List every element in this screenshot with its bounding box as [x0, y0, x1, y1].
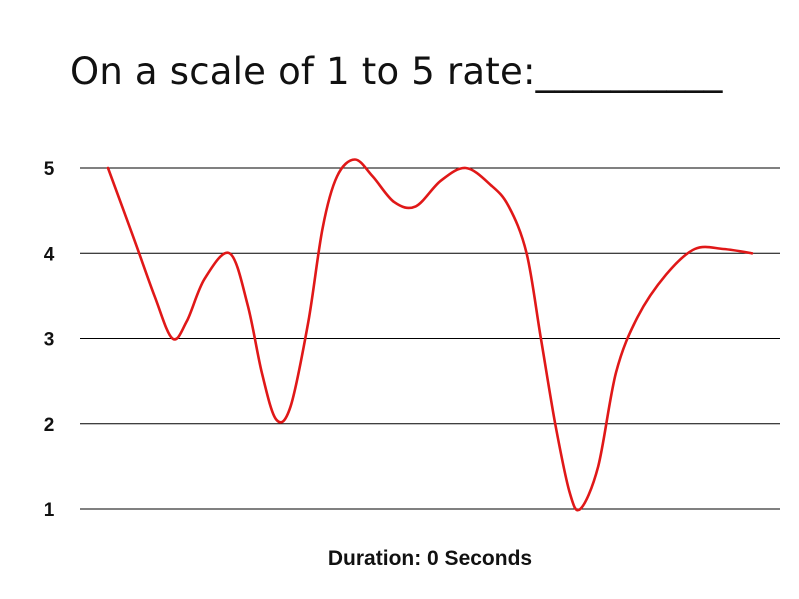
- y-tick-label: 5: [44, 159, 55, 180]
- gridlines: [80, 167, 780, 510]
- series-line-0: [106, 158, 754, 512]
- series-lines: [106, 158, 754, 512]
- chart-title: On a scale of 1 to 5 rate:__________: [70, 50, 723, 93]
- y-tick-label: 3: [44, 330, 55, 351]
- x-axis-label: Duration: 0 Seconds: [327, 547, 533, 570]
- y-axis-ticks: 1 2 3 4 5: [44, 159, 55, 521]
- y-tick-label: 2: [44, 415, 55, 436]
- y-tick-label: 4: [44, 244, 55, 265]
- y-tick-label: 1: [44, 500, 55, 521]
